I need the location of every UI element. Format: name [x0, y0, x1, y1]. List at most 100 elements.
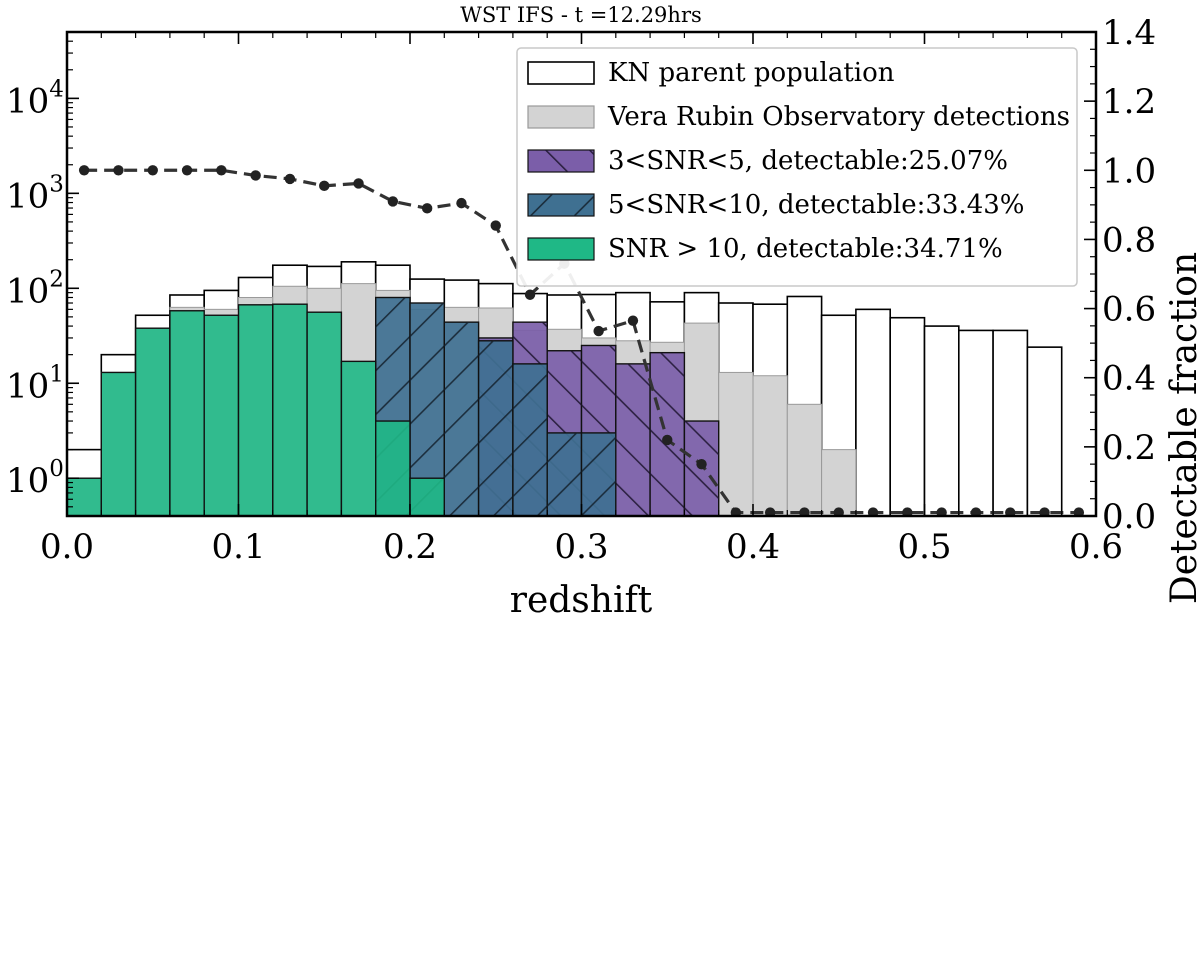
parent-bar — [855, 308, 892, 516]
fraction-point — [113, 165, 124, 176]
detectable-fraction-series — [78, 165, 1085, 516]
fraction-point — [78, 165, 90, 176]
snr-gt-10-bar — [203, 314, 240, 516]
snr-gt-10-bar — [340, 360, 377, 516]
legend-label: KN parent population — [608, 58, 895, 88]
snr-5-10-bar-hatch — [444, 322, 479, 516]
rubin-bar — [718, 371, 754, 516]
x-tick-label: 0.5 — [897, 527, 951, 567]
fraction-point — [799, 507, 810, 516]
y-left-tick-label: 103 — [6, 171, 64, 216]
y-right-tick-label: 1.2 — [1102, 82, 1156, 122]
legend-label: Vera Rubin Observatory detections — [607, 102, 1070, 132]
fraction-point — [902, 507, 913, 516]
parent-bar — [992, 329, 1029, 516]
snr-5-10-bar-hatch — [478, 340, 513, 516]
legend-swatch-hatch — [528, 194, 594, 216]
fraction-point — [250, 170, 261, 181]
chart-title: WST IFS - t =12.29hrs — [460, 3, 702, 27]
fraction-point — [490, 220, 501, 231]
rubin-bar — [752, 375, 788, 516]
fraction-point — [319, 180, 330, 192]
legend-item: SNR > 10, detectable:34.71% — [527, 234, 1003, 264]
rubin-bar — [821, 449, 857, 516]
x-axis-ticks: 0.0 0.1 0.2 0.3 0.4 0.5 0.6 — [40, 32, 1123, 567]
snr-3-5-bar-hatch — [615, 363, 651, 516]
rubin-bar — [786, 403, 823, 516]
fraction-point — [353, 178, 364, 189]
snr-gt-10-bars — [67, 303, 445, 516]
legend-frame — [516, 47, 1078, 287]
fraction-point — [1005, 507, 1016, 516]
x-tick-label: 0.2 — [383, 527, 437, 567]
parent-bar — [1026, 346, 1063, 516]
fraction-point — [524, 289, 536, 300]
fraction-point — [1073, 507, 1085, 516]
snr-gt-10-bar — [100, 371, 137, 516]
fraction-point — [867, 507, 879, 516]
y-left-tick-label: 104 — [6, 76, 64, 121]
snr-gt-10-bar — [409, 477, 445, 516]
legend-label: SNR > 10, detectable:34.71% — [608, 234, 1003, 264]
fraction-point — [456, 197, 467, 209]
fraction-point — [696, 458, 707, 470]
fraction-point — [662, 434, 673, 446]
legend-swatch — [527, 61, 595, 85]
snr-gt-10-bar — [272, 303, 308, 516]
legend-swatch — [527, 237, 595, 261]
parent-bar — [923, 325, 960, 516]
fraction-point — [284, 173, 296, 185]
y-right-tick-label: 0.8 — [1102, 220, 1156, 260]
fraction-point — [833, 507, 844, 516]
snr-gt-10-bar — [67, 477, 102, 516]
y-right-tick-label: 0.6 — [1102, 290, 1156, 330]
legend-label: 3<SNR<5, detectable:25.07% — [608, 146, 1008, 176]
fraction-point — [936, 507, 947, 516]
y-right-tick-label: 1.4 — [1102, 13, 1156, 53]
snr-3-5-bar-hatch — [650, 352, 685, 516]
x-tick-label: 0.1 — [211, 527, 265, 567]
y-right-tick-label: 0.4 — [1102, 359, 1156, 399]
snr-gt-10-bar — [375, 420, 411, 516]
legend: KN parent population Vera Rubin Observato… — [516, 47, 1078, 287]
fraction-point — [387, 196, 399, 207]
x-tick-label: 0.4 — [726, 527, 780, 567]
y-left-tick-label: 102 — [6, 266, 64, 311]
fraction-point — [970, 507, 982, 516]
x-tick-label: 0.0 — [40, 527, 94, 567]
snr-gt-10-bar — [306, 311, 343, 516]
legend-swatch — [527, 105, 595, 129]
legend-label: 5<SNR<10, detectable:33.43% — [608, 190, 1024, 220]
snr-gt-10-bar — [134, 327, 171, 516]
snr-gt-10-bar — [169, 310, 205, 516]
snr-5-10-bar-hatch — [547, 432, 582, 516]
snr-5-10-bar-hatch — [581, 432, 616, 516]
parent-bar — [889, 316, 926, 516]
fraction-point — [147, 165, 158, 176]
fraction-point — [627, 315, 639, 326]
y-right-tick-label: 0.0 — [1102, 497, 1156, 537]
snr-gt-10-bar — [237, 304, 274, 516]
snr-5-10-bar-hatch — [512, 363, 548, 516]
y-right-tick-label: 1.0 — [1102, 151, 1156, 191]
fraction-line — [84, 168, 1079, 515]
legend-swatch-hatch — [528, 150, 594, 172]
x-axis-title: redshift — [510, 580, 653, 621]
fraction-point — [181, 165, 193, 176]
legend-item: KN parent population — [527, 58, 895, 88]
fraction-point — [421, 203, 433, 214]
fraction-point — [730, 507, 742, 516]
x-tick-label: 0.6 — [1069, 527, 1123, 567]
y-right-tick-label: 0.2 — [1102, 428, 1156, 468]
legend-item: 3<SNR<5, detectable:25.07% — [527, 146, 1008, 176]
y-right-axis-title: Detectable fraction — [1164, 252, 1200, 604]
legend-item: 5<SNR<10, detectable:33.43% — [527, 190, 1024, 220]
fraction-point — [593, 325, 604, 337]
legend-item: Vera Rubin Observatory detections — [527, 102, 1070, 132]
y-left-tick-label: 101 — [6, 361, 64, 406]
parent-bar — [957, 329, 994, 516]
y-right-axis-ticks: 0.0 0.2 0.4 0.6 0.8 1.0 1.2 1.4 — [1084, 13, 1156, 537]
y-left-axis-ticks: 100 101 102 103 104 — [6, 31, 79, 517]
y-left-tick-label: 100 — [6, 456, 64, 501]
